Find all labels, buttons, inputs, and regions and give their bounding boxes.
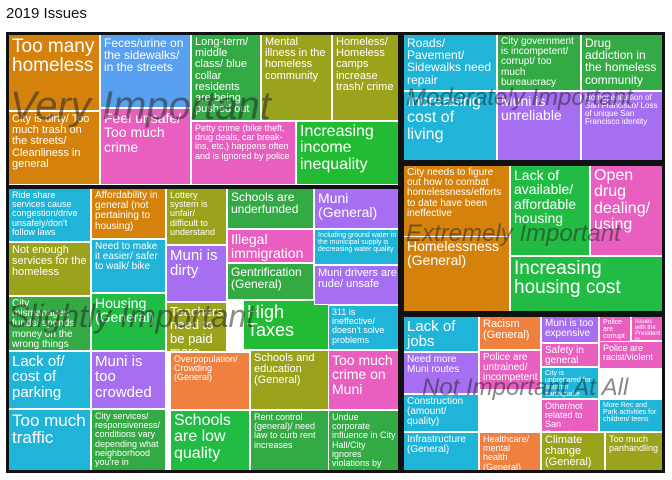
- treemap-cell: Too much panhandling: [605, 432, 663, 471]
- treemap-cell: Petty crime (bike theft, drug deals, car…: [191, 121, 296, 185]
- treemap-cell: Increasing housing cost: [510, 256, 663, 312]
- treemap-cell: Schools and education (General): [250, 350, 329, 410]
- treemap-cell: Police are racist/violent: [599, 341, 663, 369]
- treemap-cell: Healthcare/ mental health (General): [479, 432, 541, 471]
- treemap-cell: Ride share services cause congestion/dri…: [8, 188, 91, 242]
- treemap-cell: Muni (General): [314, 188, 401, 229]
- treemap-cell: City mismanages funds/ spends money on t…: [8, 296, 91, 351]
- treemap-cell: Affordability in general (not pertaining…: [91, 188, 166, 239]
- treemap-cell: Undue corporate influence in City Hall/C…: [328, 410, 401, 471]
- treemap-cell: Increasing cost of living: [403, 91, 497, 161]
- treemap-cell: City services/ responsiveness/ condition…: [91, 409, 166, 471]
- treemap-cell: Gentrification (General): [227, 263, 314, 300]
- treemap-cell: Rent control (general)/ need law to curb…: [250, 410, 329, 471]
- treemap-cell: Safety in general: [541, 343, 599, 367]
- treemap-cell: High Taxes: [243, 300, 330, 350]
- treemap-cell: Not enough services for the homeless: [8, 242, 91, 296]
- treemap-cell: Feel unsafe/ Too much crime: [100, 108, 191, 185]
- treemap-cell: Feces/urine on the sidewalks/ in the str…: [100, 34, 191, 108]
- treemap-cell: Homeless/ Homeless camps increase trash/…: [332, 34, 401, 121]
- treemap-cell: Roads/ Pavement/ Sidewalks need repair: [403, 34, 497, 91]
- treemap-cell: Mental illness in the homeless community: [261, 34, 332, 121]
- treemap-cell: City is unprepared for another earthquak…: [541, 367, 599, 399]
- treemap-cell: 311 is ineffective/ doesn't solve proble…: [328, 305, 401, 350]
- treemap-cell: Including ground water in the municipal …: [314, 229, 401, 265]
- treemap-cell: Infrastructure (General): [403, 432, 479, 471]
- treemap-cell: Police are untrained/ incompetent: [479, 350, 541, 390]
- treemap-cell: Climate change (General): [541, 432, 605, 471]
- treemap-cell: Too much traffic: [8, 409, 91, 471]
- treemap-cell: City government is incompetent/ corrupt/…: [497, 34, 581, 91]
- treemap-cell: Racism (General): [479, 316, 541, 350]
- treemap-cell: Homogenization of San Francisco/ Loss of…: [581, 91, 663, 161]
- treemap-cell: Issues with the President in general: [631, 316, 663, 341]
- treemap-cell: City is dirty/ Too much trash on the str…: [8, 111, 100, 185]
- treemap-cell: Muni is dirty: [166, 245, 227, 302]
- treemap-cell: Schools are low quality: [170, 410, 250, 471]
- treemap-cell: Housing (General): [91, 293, 166, 351]
- treemap-cell: Homelessness (General): [403, 236, 510, 312]
- treemap-cell: Open drug dealing/ using: [590, 165, 663, 256]
- treemap-cell: Muni is too expensive: [541, 316, 599, 343]
- treemap-cell: Muni is unreliable: [497, 91, 581, 161]
- treemap-cell: Drug addiction in the homeless community: [581, 34, 663, 91]
- treemap-cell: More Rec and Park activities for childre…: [599, 399, 663, 432]
- treemap-cell: Schools are underfunded: [227, 188, 314, 229]
- treemap-cell: Overpopulation/ Crowding (General): [170, 352, 250, 410]
- treemap-cell: Too much crime on Muni: [328, 350, 401, 410]
- treemap-cell: Lack of jobs: [403, 316, 479, 352]
- treemap-cell: Need more Muni routes: [403, 352, 479, 394]
- treemap-cell: Lack of/ cost of parking: [8, 351, 91, 409]
- treemap-cell: Lack of available/ affordable housing: [510, 165, 590, 256]
- treemap-cell: Lottery system is unfair/ difficult to u…: [166, 188, 227, 245]
- treemap-cell: Muni drivers are rude/ unsafe: [314, 265, 401, 305]
- treemap-cell: Increasing income inequality: [296, 121, 401, 185]
- treemap-cell: Police are corrupt: [599, 316, 631, 343]
- treemap-cell: Construction (amount/ quality): [403, 394, 479, 432]
- treemap-cell: Illegal immigration: [227, 229, 314, 263]
- treemap-cell: Need to make it easier/ safer to walk/ b…: [91, 239, 166, 293]
- treemap-cell: Too many homeless: [8, 34, 100, 111]
- treemap-cell: Other/not related to San Francisco: [541, 399, 599, 432]
- treemap-cell: Teachers need to be paid more: [166, 302, 227, 352]
- treemap-cell: Muni is too crowded: [91, 351, 166, 409]
- chart-title: 2019 Issues: [6, 5, 87, 22]
- treemap-cell: Long-term/ middle class/ blue collar res…: [191, 34, 261, 121]
